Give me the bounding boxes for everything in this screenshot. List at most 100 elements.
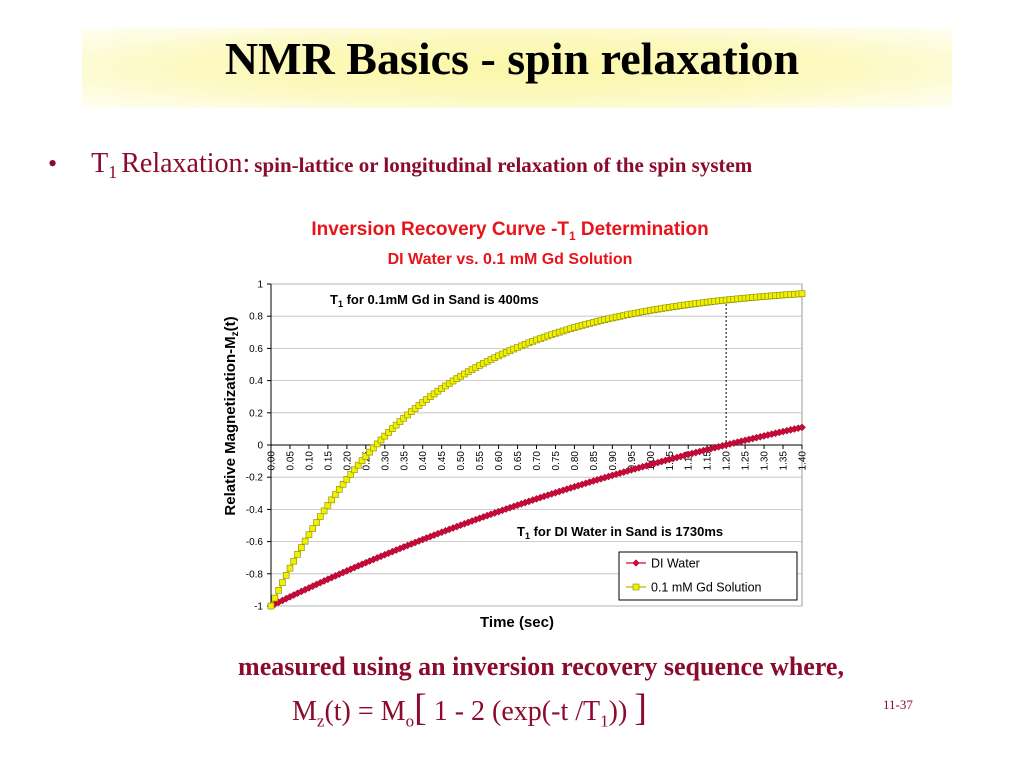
y-tick-label: 0.4 [249,376,263,387]
formula-z-sub: z [316,711,325,731]
gd-solution-point [339,480,347,488]
x-tick-label: 0.75 [551,451,562,471]
x-tick-label: 0.10 [304,451,315,471]
x-tick-label: 0.60 [494,451,505,471]
x-tick-label: 0.40 [418,451,429,471]
y-tick-label: -0.6 [246,537,264,548]
legend-label: DI Water [651,557,700,571]
x-tick-label: 1.15 [703,451,714,471]
x-tick-label: 0.50 [456,451,467,471]
gd-solution-point [294,551,301,558]
gd-solution-point [370,444,377,452]
y-tick-label: 0.2 [249,408,263,419]
formula-inner: 1 - 2 (exp(-t /T [426,696,601,727]
y-tick-label: 0.8 [249,312,263,323]
x-tick-label: 0.20 [342,451,353,471]
gd-solution-point [389,425,396,432]
gd-solution-point [358,457,366,465]
y-tick-label: -0.2 [246,473,264,484]
gd-solution-point [324,502,332,509]
gd-solution-point [317,513,324,520]
legend: DI Water 0.1 mM Gd Solution [618,551,798,601]
measured-text: measured using an inversion recovery seq… [238,652,844,681]
x-tick-label: 1.10 [684,451,695,471]
annotation-di-water: T1 for DI Water in Sand is 1730ms [517,524,723,541]
gd-solution-point [354,461,362,469]
gd-solution-point [362,453,370,460]
x-tick-label: 0.25 [361,451,372,471]
x-tick-label: 1.35 [779,451,790,471]
gd-solution-point [301,537,309,545]
gd-solution-point [286,564,294,572]
gd-solution-point [328,496,335,504]
gd-solution-point [351,466,358,474]
gd-solution-point [366,448,373,456]
chart-title-end: Determination [575,219,709,240]
title-band [82,28,952,108]
x-tick-label: 0.00 [267,451,278,471]
legend-marker-square [632,583,640,591]
gd-solution-point [400,414,408,422]
gd-solution-point [305,531,313,539]
x-axis-label: Time (sec) [480,614,554,631]
formula-close-bracket: ] [634,687,647,729]
gd-solution-point [267,602,275,610]
formula-one-sub: 1 [600,711,609,731]
y-axis-label: Relative Magnetization-Mz(t) [222,316,241,515]
relaxation-word: Relaxation: [121,148,251,179]
chart-title: Inversion Recovery Curve -T1 Determinati… [230,219,790,243]
formula-o-sub: o [405,711,415,731]
gd-solution-point [396,418,404,425]
gd-solution-point [332,491,339,498]
chart-title-sub: 1 [568,228,576,243]
y-tick-label: -0.4 [246,505,264,516]
x-tick-label: 0.80 [570,451,581,471]
x-tick-label: 0.95 [627,451,638,471]
formula: Mz(t) = Mo[ 1 - 2 (exp(-t /T1)) ] [292,686,647,732]
x-tick-label: 0.35 [399,451,410,471]
gd-solution-point [347,471,354,478]
y-tick-label: -1 [254,602,263,613]
t1-label: T1 [91,148,117,182]
x-tick-label: 0.70 [532,451,543,471]
gd-solution-point [290,557,298,565]
gd-solution-point [271,594,279,602]
legend-box [618,551,798,601]
gd-solution-point [373,440,381,448]
bullet-dot: • [48,149,58,178]
y-tick-label: 0 [257,441,263,452]
gd-solution-point [335,486,343,493]
y-tick-label: 1 [257,280,263,291]
gd-solution-point [309,525,317,532]
legend-marker-diamond [632,559,640,567]
annotation-gd: T1 for 0.1mM Gd in Sand is 400ms [330,292,539,309]
di-water-point [798,423,806,432]
bullet-line: • T1 Relaxation: spin-lattice or longitu… [48,148,752,182]
gd-solution-point [377,436,385,444]
x-tick-label: 1.30 [760,451,771,471]
x-tick-label: 0.05 [285,451,296,471]
gd-solution-point [313,519,320,526]
gd-solution-point [275,586,282,594]
formula-open-bracket: [ [414,687,427,729]
x-tick-label: 1.20 [722,451,733,471]
gd-solution-point [282,572,290,579]
x-tick-label: 0.55 [475,451,486,471]
axis-layer: 10.80.60.40.20-0.2-0.4-0.6-0.8-10.00 0.05… [246,280,809,613]
x-tick-label: 0.65 [513,451,524,471]
gd-solution-point [298,544,305,551]
gd-solution-point [320,507,328,515]
gd-solution-point [385,429,392,436]
x-tick-label: 0.15 [323,451,334,471]
x-tick-label: 0.85 [589,451,600,471]
slide-title: NMR Basics - spin relaxation [224,33,800,84]
x-tick-label: 1.40 [798,451,809,471]
formula-close-paren: )) [608,696,628,727]
x-tick-label: 0.30 [380,451,391,471]
series-layer [267,290,806,610]
x-tick-label: 1.00 [646,451,657,471]
x-tick-label: 0.45 [437,451,448,471]
y-tick-label: -0.8 [246,569,264,580]
gd-solution-point [798,290,806,298]
